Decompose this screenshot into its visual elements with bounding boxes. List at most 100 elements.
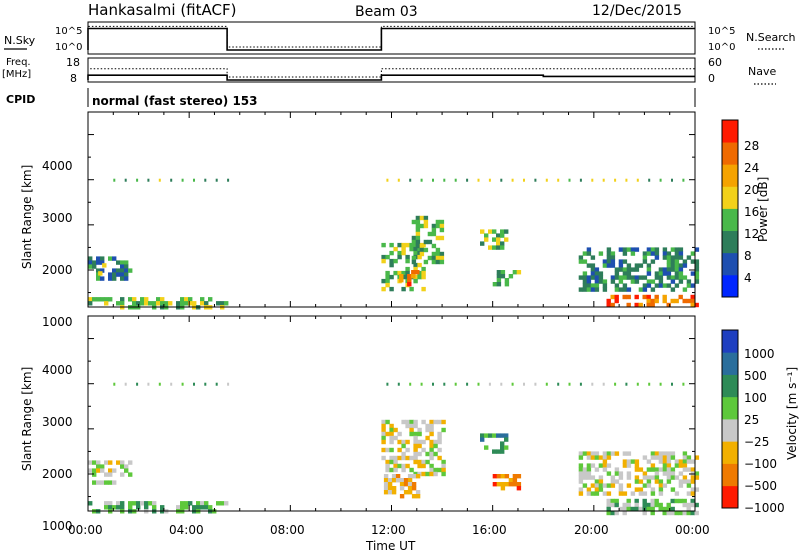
heatmap-cell: [417, 254, 422, 260]
heatmap-cell: [124, 382, 127, 386]
heatmap-cell: [477, 178, 480, 182]
heatmap-cell: [678, 247, 684, 252]
heatmap-cell: [439, 219, 445, 225]
heatmap-cell: [690, 502, 695, 508]
heatmap-cell: [116, 460, 121, 465]
heatmap-cell: [578, 467, 584, 472]
heatmap-cell: [492, 449, 497, 454]
heatmap-cell: [393, 463, 398, 469]
nsearch-label: N.Search: [746, 31, 796, 44]
heatmap-cell: [610, 483, 616, 488]
heatmap-cell: [435, 247, 441, 253]
heatmap-cell: [634, 502, 639, 508]
heatmap-cell: [176, 301, 181, 306]
heatmap-cell: [634, 463, 640, 468]
x-axis-label: Time UT: [365, 539, 416, 553]
heatmap-cell: [405, 423, 410, 429]
heatmap-cell: [92, 260, 97, 265]
heatmap-cell: [634, 247, 640, 252]
heatmap-cell: [674, 271, 680, 276]
heatmap-cell: [622, 267, 628, 272]
heatmap-cell: [381, 435, 386, 441]
velocity-cbar-tick-minus100: −100: [744, 457, 777, 471]
heatmap-cell: [622, 275, 628, 280]
heatmap-cell: [156, 301, 161, 306]
heatmap-cell: [429, 455, 434, 461]
heatmap-cell: [511, 178, 514, 182]
heatmap-cell: [92, 264, 97, 269]
heatmap-cell: [180, 301, 185, 306]
heatmap-cell: [666, 302, 671, 308]
heatmap-cell: [389, 459, 394, 465]
heatmap-cell: [397, 455, 402, 461]
heatmap-cell: [582, 451, 588, 456]
heatmap-cell: [409, 242, 414, 248]
heatmap-cell: [690, 294, 695, 300]
heatmap-cell: [626, 287, 632, 292]
heatmap-cell: [610, 279, 616, 284]
heatmap-cell: [389, 447, 394, 453]
heatmap-cell: [636, 178, 639, 182]
heatmap-cell: [658, 279, 664, 284]
heatmap-cell: [220, 301, 225, 306]
heatmap-cell: [694, 471, 700, 476]
heatmap-cell: [385, 467, 390, 473]
heatmap-cell: [602, 287, 608, 292]
heatmap-cell: [180, 297, 185, 302]
heatmap-cell: [420, 178, 423, 182]
heatmap-cell: [614, 451, 620, 456]
heatmap-cell: [606, 259, 612, 264]
heatmap-cell: [578, 275, 584, 280]
heatmap-cell: [586, 475, 592, 480]
heatmap-cell: [674, 459, 680, 464]
heatmap-cell: [429, 471, 434, 477]
heatmap-cell: [694, 510, 699, 516]
heatmap-cell: [650, 455, 656, 460]
heatmap-cell: [128, 268, 133, 273]
heatmap-cell: [96, 260, 101, 265]
heatmap-cell: [96, 256, 101, 261]
heatmap-cell: [686, 510, 691, 516]
heatmap-cell: [666, 271, 672, 276]
heatmap-cell: [397, 382, 400, 386]
heatmap-cell: [662, 463, 668, 468]
heatmap-cell: [504, 433, 509, 438]
velocity-cbar-tick-25: 25: [744, 413, 759, 427]
heatmap-cell: [662, 471, 668, 476]
heatmap-cell: [417, 459, 422, 465]
heatmap-cell: [662, 271, 668, 276]
power-cbar-tick-12: 12: [744, 227, 759, 241]
heatmap-cell: [642, 287, 648, 292]
heatmap-cell: [602, 451, 608, 456]
heatmap-cell: [630, 491, 636, 496]
heatmap-cell: [670, 487, 676, 492]
heatmap-cell: [646, 271, 652, 276]
heatmap-cell: [128, 501, 133, 506]
heatmap-cell: [108, 468, 113, 473]
heatmap-cell: [634, 263, 640, 268]
heatmap-cell: [96, 276, 101, 281]
heatmap-cell: [435, 235, 441, 241]
heatmap-cell: [389, 439, 394, 445]
heatmap-cell: [147, 382, 150, 386]
heatmap-cell: [670, 467, 676, 472]
heatmap-cell: [642, 275, 648, 280]
heatmap-cell: [96, 464, 101, 469]
heatmap-cell: [671, 382, 673, 386]
heatmap-cell: [480, 437, 485, 442]
heatmap-cell: [586, 287, 592, 292]
heatmap-cell: [642, 259, 648, 264]
nsky-label: N.Sky: [4, 34, 36, 47]
heatmap-cell: [618, 259, 624, 264]
heatmap-cell: [614, 178, 617, 182]
heatmap-cell: [654, 498, 659, 504]
heatmap-cell: [508, 482, 514, 487]
heatmap-cell: [666, 467, 672, 472]
heatmap-cell: [132, 301, 137, 306]
heatmap-cell: [399, 494, 405, 499]
heatmap-cell: [168, 301, 173, 306]
heatmap-cell: [690, 475, 696, 480]
heatmap-cell: [654, 467, 660, 472]
heatmap-cell: [454, 178, 457, 182]
power-axis-ticks: [87, 111, 696, 307]
